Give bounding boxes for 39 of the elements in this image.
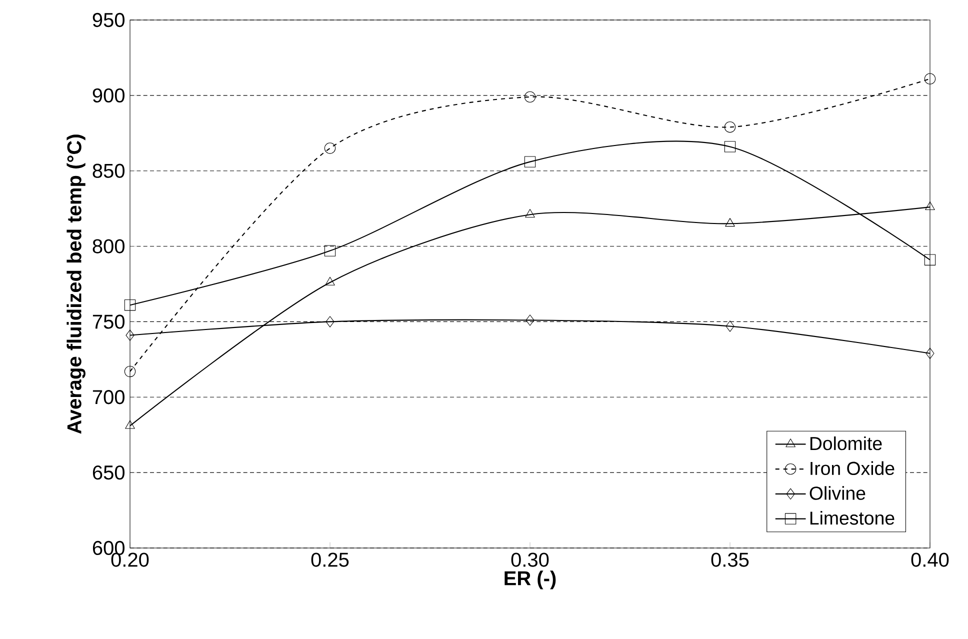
- point: [925, 201, 935, 210]
- y-tick-label: 700: [92, 390, 124, 404]
- y-axis-title: Average fluidized bed temp (°C): [66, 134, 86, 434]
- x-tick-label: 0.30: [511, 552, 549, 567]
- legend-label: Iron Oxide: [810, 461, 894, 476]
- point: [724, 141, 736, 152]
- point: [724, 122, 736, 133]
- point: [125, 420, 135, 429]
- y-tick-label: 650: [92, 465, 124, 480]
- point: [526, 314, 534, 326]
- point: [126, 330, 134, 341]
- point: [726, 320, 734, 332]
- point: [524, 156, 536, 168]
- point: [324, 142, 336, 154]
- y-tick-label: 900: [92, 88, 124, 102]
- point: [524, 91, 536, 103]
- x-tick-label: 0.25: [311, 552, 349, 567]
- point: [924, 254, 936, 266]
- legend-label: Olivine: [810, 486, 866, 500]
- point: [725, 218, 735, 227]
- x-tick-label: 0.35: [711, 552, 749, 567]
- point: [124, 366, 136, 378]
- point: [324, 245, 336, 256]
- point: [325, 276, 335, 286]
- point: [926, 348, 934, 359]
- y-tick-label: 800: [92, 239, 124, 254]
- x-axis-title: ER (-): [504, 570, 556, 590]
- legend-label: Dolomite: [810, 436, 882, 450]
- legend-label: Limestone: [810, 511, 894, 525]
- y-tick-label: 750: [92, 314, 124, 329]
- point: [326, 316, 334, 328]
- point: [525, 208, 535, 218]
- y-tick-label: 600: [92, 540, 124, 556]
- y-tick-label: 950: [92, 12, 124, 28]
- x-tick-label: 0.20: [111, 552, 149, 567]
- x-tick-label: 0.40: [911, 552, 949, 567]
- y-tick-label: 850: [92, 164, 124, 178]
- point: [924, 73, 936, 84]
- point: [124, 300, 136, 311]
